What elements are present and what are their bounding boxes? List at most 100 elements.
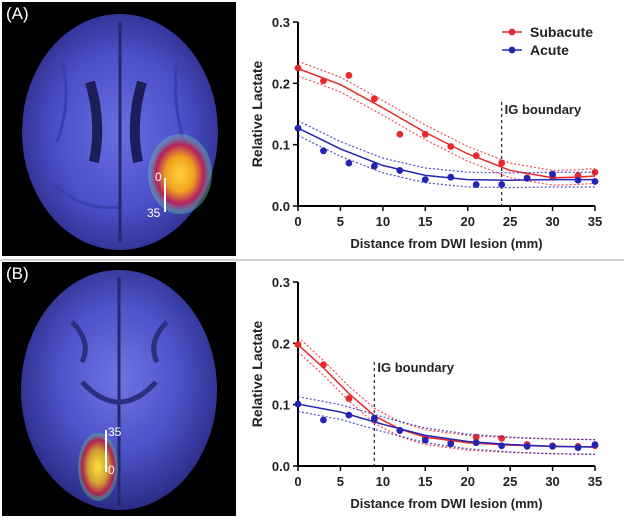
brain-image-b bbox=[2, 262, 236, 516]
y-tick-label: 0.1 bbox=[272, 398, 290, 413]
x-tick-label: 30 bbox=[545, 474, 559, 489]
data-point-acute bbox=[549, 442, 556, 450]
data-point-acute bbox=[421, 436, 429, 444]
panel-label-b: (B) bbox=[6, 264, 29, 283]
x-tick-label: 20 bbox=[460, 474, 474, 489]
x-tick-label: 0 bbox=[294, 214, 301, 229]
data-point-acute bbox=[396, 427, 404, 434]
data-point-subacute bbox=[574, 171, 582, 179]
ig-boundary-label: IG boundary bbox=[505, 102, 582, 117]
lactate-chart-a: 0.0 0.1 0.2 0.3 0 5 10 15 20 25 30 35 Distance from … bbox=[249, 15, 602, 251]
fit-line-subacute bbox=[297, 67, 596, 179]
x-tick-label: 35 bbox=[588, 214, 602, 229]
x-tick-label: 30 bbox=[545, 214, 559, 229]
scale-bottom-b: 0 bbox=[108, 463, 115, 477]
legend-label: Subacute bbox=[530, 24, 593, 40]
ventricles bbox=[85, 80, 147, 163]
data-point-acute bbox=[345, 159, 353, 167]
brain-image-a bbox=[2, 2, 236, 256]
y-axis-label: Relative Lactate bbox=[249, 320, 265, 427]
x-tick-label: 15 bbox=[418, 214, 432, 229]
ci-upper bbox=[297, 120, 595, 174]
lesion-heatmap bbox=[78, 433, 118, 501]
data-point-subacute bbox=[294, 341, 302, 348]
data-point-acute bbox=[574, 176, 582, 184]
data-point-acute bbox=[320, 416, 327, 424]
x-axis-label: Distance from DWI lesion (mm) bbox=[350, 496, 542, 511]
x-tick-label: 10 bbox=[376, 214, 390, 229]
data-point-subacute bbox=[320, 361, 327, 369]
data-point-acute bbox=[498, 442, 506, 450]
ci-lower bbox=[297, 75, 596, 186]
legend-marker bbox=[508, 28, 516, 36]
x-tick-label: 0 bbox=[294, 474, 301, 489]
data-point-acute bbox=[591, 441, 599, 448]
data-point-acute bbox=[320, 147, 327, 155]
data-point-acute bbox=[447, 173, 455, 181]
data-point-acute bbox=[447, 440, 455, 448]
brain-scan-b bbox=[21, 270, 217, 510]
x-axis-label: Distance from DWI lesion (mm) bbox=[350, 236, 542, 251]
data-point-acute bbox=[396, 167, 404, 174]
x-tick-label: 15 bbox=[418, 474, 432, 489]
gyri bbox=[50, 61, 186, 210]
ci-upper bbox=[297, 396, 596, 441]
scale-top-b: 35 bbox=[108, 425, 122, 439]
ci-upper bbox=[297, 60, 596, 172]
x-tick-label: 20 bbox=[460, 214, 474, 229]
data-point-subacute bbox=[472, 152, 480, 160]
x-tick-label: 10 bbox=[376, 474, 390, 489]
data-point-subacute bbox=[421, 130, 429, 138]
data-point-acute bbox=[549, 170, 556, 178]
y-tick-label: 0.2 bbox=[272, 76, 290, 91]
data-point-acute bbox=[591, 178, 599, 185]
ig-boundary-label: IG boundary bbox=[377, 360, 454, 375]
data-point-subacute bbox=[345, 71, 353, 79]
sulci bbox=[70, 320, 169, 405]
data-point-subacute bbox=[320, 77, 327, 85]
data-point-acute bbox=[574, 444, 582, 451]
x-tick-label: 5 bbox=[337, 214, 344, 229]
data-point-acute bbox=[421, 176, 429, 184]
data-point-subacute bbox=[396, 130, 404, 138]
ci-upper bbox=[297, 336, 596, 441]
y-axis-label: Relative Lactate bbox=[249, 60, 265, 167]
data-point-acute bbox=[294, 124, 302, 132]
y-tick-label: 0.1 bbox=[272, 138, 290, 153]
y-tick-label: 0.3 bbox=[272, 15, 290, 30]
data-point-acute bbox=[294, 400, 302, 408]
scale-top-a: 0 bbox=[155, 170, 162, 184]
fit-line-acute bbox=[297, 127, 595, 181]
ci-lower bbox=[297, 134, 595, 189]
panel-label-a: (A) bbox=[6, 4, 29, 23]
panel-divider bbox=[0, 259, 624, 261]
data-point-subacute bbox=[472, 433, 480, 441]
data-point-subacute bbox=[345, 395, 353, 402]
legend-marker bbox=[508, 46, 516, 54]
y-tick-label: 0.2 bbox=[272, 336, 290, 351]
data-point-acute bbox=[370, 162, 378, 170]
data-point-subacute bbox=[591, 168, 599, 176]
ci-lower bbox=[297, 410, 596, 455]
lactate-chart-b: 0.0 0.1 0.2 0.3 0 5 10 15 20 25 30 35 Distance from … bbox=[249, 275, 602, 511]
data-point-subacute bbox=[294, 64, 302, 72]
x-tick-label: 5 bbox=[337, 474, 344, 489]
data-point-acute bbox=[523, 175, 531, 182]
x-tick-label: 25 bbox=[503, 214, 517, 229]
ci-lower bbox=[297, 351, 596, 455]
data-point-acute bbox=[345, 411, 353, 419]
brain-scan-a bbox=[22, 14, 218, 250]
data-point-subacute bbox=[447, 143, 455, 150]
data-point-acute bbox=[498, 181, 506, 188]
data-point-acute bbox=[472, 439, 480, 447]
data-point-acute bbox=[370, 414, 378, 422]
data-point-subacute bbox=[370, 95, 378, 103]
y-tick-label: 0.0 bbox=[272, 459, 290, 474]
scale-bottom-a: 35 bbox=[147, 206, 161, 220]
x-tick-label: 35 bbox=[588, 474, 602, 489]
y-tick-label: 0.3 bbox=[272, 275, 290, 290]
y-tick-label: 0.0 bbox=[272, 199, 290, 214]
x-tick-label: 25 bbox=[503, 474, 517, 489]
data-point-subacute bbox=[498, 159, 506, 167]
legend-label: Acute bbox=[530, 42, 569, 58]
